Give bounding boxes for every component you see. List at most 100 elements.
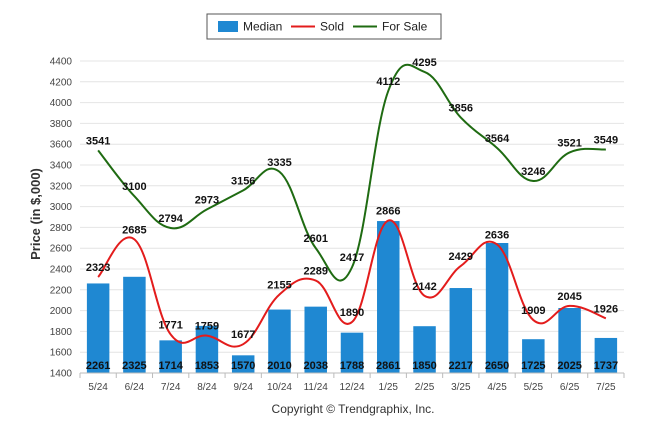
- label-sold: 1771: [158, 319, 182, 331]
- x-tick-label: 3/25: [451, 382, 471, 393]
- line-for-sale: [97, 63, 606, 282]
- label-for-sale: 2794: [158, 213, 183, 225]
- label-sold: 2866: [376, 206, 400, 218]
- label-sold: 2429: [449, 251, 473, 263]
- line-sold: [97, 219, 607, 348]
- axes: 1400 1600 1800 2000 2200 2400 2600 2800 3000 3200…: [50, 57, 625, 393]
- label-median: 1850: [412, 360, 436, 372]
- y-tick-label: 1800: [50, 327, 73, 338]
- label-median: 1714: [158, 360, 183, 372]
- label-sold: 1890: [340, 307, 364, 319]
- label-sold: 2155: [267, 279, 291, 291]
- label-for-sale: 3335: [267, 157, 291, 169]
- y-tick-label: 2400: [50, 265, 73, 276]
- legend-label-median: Median: [243, 20, 282, 34]
- label-median: 1788: [340, 360, 364, 372]
- label-for-sale: 3541: [86, 135, 110, 147]
- bar-median: [558, 308, 581, 373]
- y-tick-label: 2600: [50, 244, 73, 255]
- bar-median: [449, 288, 473, 373]
- legend-label-for-sale: For Sale: [382, 20, 428, 34]
- y-tick-label: 4200: [50, 77, 73, 88]
- label-for-sale: 4295: [412, 57, 436, 69]
- label-for-sale: 3564: [485, 133, 510, 145]
- legend-swatch-median: [218, 21, 238, 32]
- label-for-sale: 3100: [122, 181, 146, 193]
- label-for-sale: 3856: [449, 103, 473, 115]
- x-tick-label: 9/24: [233, 382, 253, 393]
- label-for-sale: 2973: [195, 194, 219, 206]
- bar-median: [594, 337, 618, 373]
- label-median: 1725: [521, 360, 545, 372]
- label-for-sale: 3549: [594, 135, 618, 147]
- legend: Median Sold For Sale: [206, 13, 442, 40]
- label-median: 2861: [376, 360, 400, 372]
- bar-median: [304, 306, 327, 373]
- label-for-sale: 2601: [303, 233, 327, 245]
- label-sold: 2289: [303, 266, 327, 278]
- label-median: 2025: [557, 360, 581, 372]
- y-axis-label: Price (in $,000): [28, 168, 43, 260]
- x-tick-label: 1/25: [379, 382, 399, 393]
- bar-median: [413, 326, 436, 373]
- x-tick-label: 7/24: [161, 382, 181, 393]
- series-lines: [97, 63, 607, 348]
- y-tick-label: 3800: [50, 119, 73, 130]
- y-tick-label: 1600: [50, 348, 73, 359]
- x-tick-label: 12/24: [339, 382, 364, 393]
- label-sold: 1926: [594, 303, 618, 315]
- bar-median: [268, 309, 291, 373]
- bar-median: [159, 340, 182, 373]
- label-median: 1853: [195, 360, 219, 372]
- x-tick-label: 11/24: [304, 382, 329, 393]
- label-for-sale: 3521: [557, 137, 581, 149]
- label-sold: 2045: [557, 291, 581, 303]
- label-sold: 2685: [122, 224, 146, 236]
- label-for-sale: 3156: [231, 175, 255, 187]
- bars-median: [86, 221, 618, 373]
- label-median: 2038: [303, 360, 327, 372]
- label-median: 2010: [267, 360, 291, 372]
- bar-median: [340, 332, 364, 373]
- label-median: 2261: [86, 360, 110, 372]
- label-median: 1570: [231, 360, 255, 372]
- x-tick-label: 5/24: [88, 382, 108, 393]
- y-tick-label: 2000: [50, 306, 73, 317]
- y-tick-label: 2200: [50, 285, 73, 296]
- label-median: 2650: [485, 360, 509, 372]
- x-tick-label: 10/24: [267, 382, 292, 393]
- label-sold: 1759: [195, 321, 219, 333]
- label-median: 1737: [594, 360, 618, 372]
- x-tick-label: 2/25: [415, 382, 435, 393]
- label-sold: 1909: [521, 305, 545, 317]
- y-tick-label: 4000: [50, 98, 73, 109]
- label-sold: 2142: [412, 281, 436, 293]
- y-tick-label: 4400: [50, 57, 73, 68]
- bar-median: [86, 283, 110, 373]
- copyright-text: Copyright © Trendgraphix, Inc.: [272, 402, 435, 416]
- label-sold: 1677: [231, 329, 255, 341]
- label-sold: 2323: [86, 262, 110, 274]
- label-for-sale: 2417: [340, 252, 364, 264]
- legend-box: [206, 13, 442, 40]
- x-tick-label: 8/24: [197, 382, 217, 393]
- label-for-sale: 3246: [521, 166, 545, 178]
- y-tick-label: 3400: [50, 161, 73, 172]
- bar-median: [485, 243, 509, 373]
- label-median: 2325: [122, 360, 146, 372]
- data-labels: 2261 2325 1714 1853 1570 2010 2038 1788 2861 1850…: [86, 57, 618, 372]
- x-tick-label: 6/24: [125, 382, 145, 393]
- legend-label-sold: Sold: [320, 20, 344, 34]
- y-tick-label: 2800: [50, 223, 73, 234]
- x-tick-label: 7/25: [596, 382, 616, 393]
- x-tick-label: 6/25: [560, 382, 580, 393]
- label-sold: 2636: [485, 229, 509, 241]
- label-median: 2217: [449, 360, 473, 372]
- bar-median: [377, 221, 400, 373]
- x-tick-label: 4/25: [487, 382, 507, 393]
- y-tick-label: 3200: [50, 181, 73, 192]
- y-tick-label: 3600: [50, 140, 73, 151]
- label-for-sale: 4112: [376, 76, 400, 88]
